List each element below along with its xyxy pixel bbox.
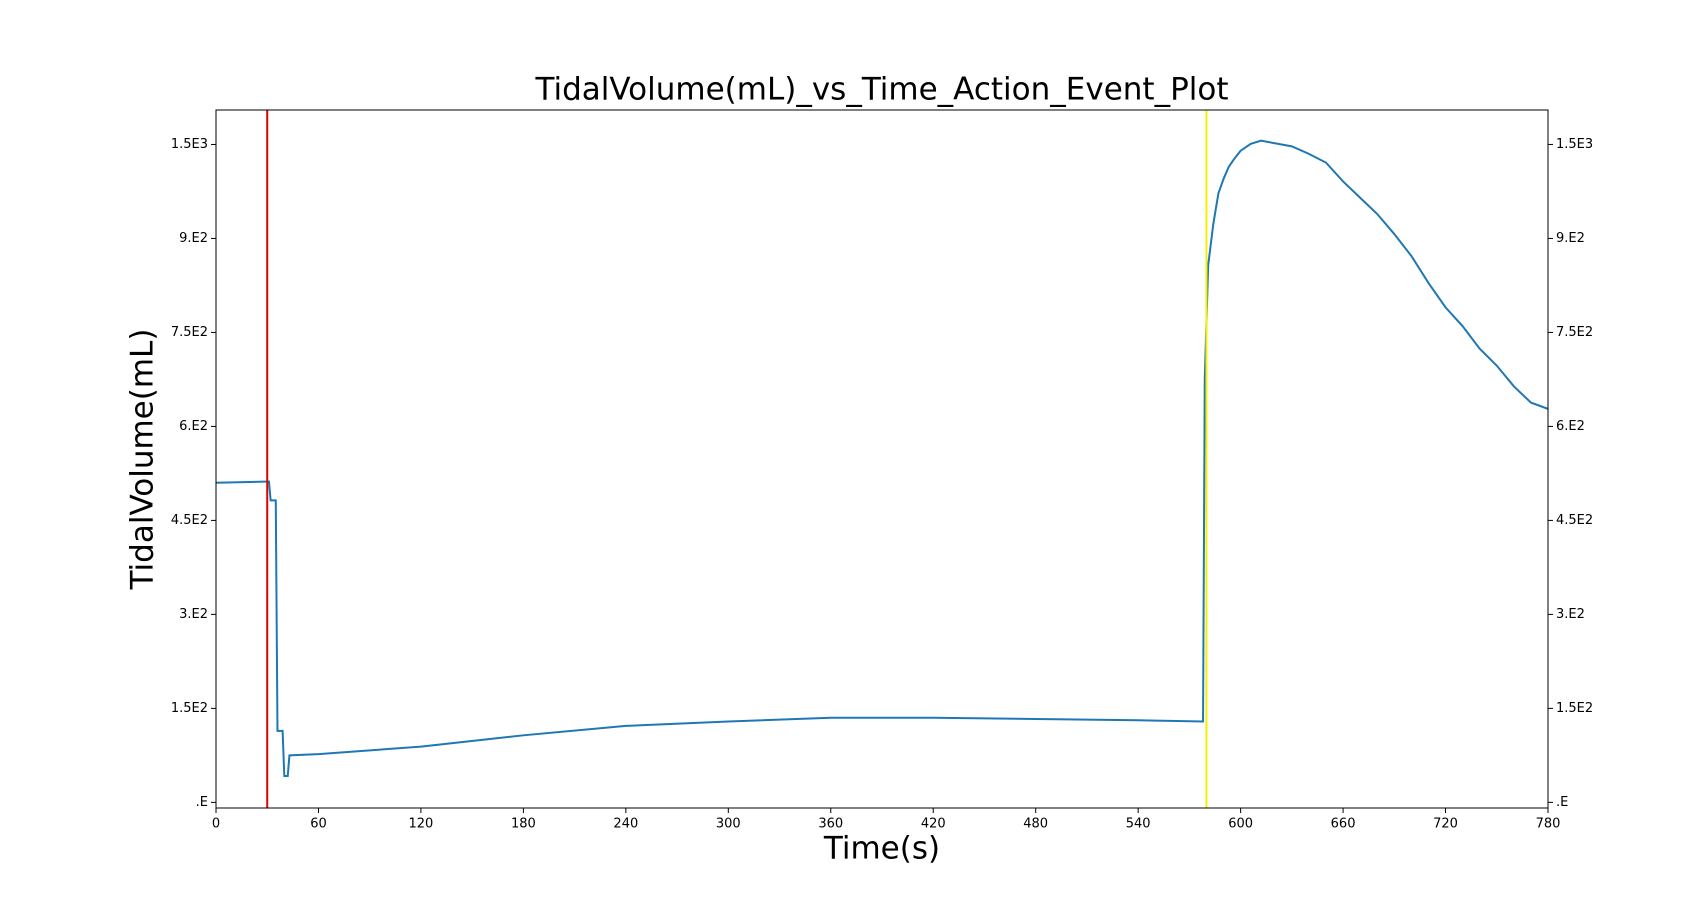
y2-tick-label: 7.5E2 (1556, 325, 1593, 340)
x-tick-label: 480 (1023, 817, 1048, 832)
x-tick-label: 60 (310, 817, 327, 832)
y2-tick-label: 9.E2 (1556, 231, 1585, 246)
y2-tick-label: 6.E2 (1556, 419, 1585, 434)
y-tick-label: 1.5E3 (171, 137, 208, 152)
x-tick-label: 0 (212, 817, 220, 832)
y-tick-label: 7.5E2 (171, 325, 208, 340)
y2-tick-label: 1.5E2 (1556, 701, 1593, 716)
y-tick-label: 9.E2 (179, 231, 208, 246)
x-tick-label: 360 (818, 817, 843, 832)
x-tick-label: 780 (1536, 817, 1561, 832)
x-tick-label: 540 (1126, 817, 1151, 832)
data-line (215, 139, 1549, 778)
y2-tick-label: 4.5E2 (1556, 513, 1593, 528)
x-tick-label: 600 (1228, 817, 1253, 832)
x-tick-label: 240 (613, 817, 638, 832)
y-tick-label: 6.E2 (179, 419, 208, 434)
chart-title: TidalVolume(mL)_vs_Time_Action_Event_Plo… (534, 72, 1228, 108)
x-tick-label: 660 (1331, 817, 1356, 832)
x-tick-label: 180 (511, 817, 536, 832)
y-tick-label: 1.5E2 (171, 701, 208, 716)
y2-tick-label: 3.E2 (1556, 607, 1585, 622)
y-tick-label: 3.E2 (179, 607, 208, 622)
x-tick-label: 420 (921, 817, 946, 832)
x-tick-label: 120 (409, 817, 434, 832)
y-axis-label: TidalVolume(mL) (125, 329, 161, 591)
y2-tick-label: 1.5E3 (1556, 137, 1593, 152)
plot-frame (215, 109, 1549, 809)
y-tick-label: .E (196, 795, 208, 810)
y-tick-label: 4.5E2 (171, 513, 208, 528)
x-tick-label: 720 (1433, 817, 1458, 832)
y2-tick-label: .E (1556, 795, 1568, 810)
x-axis-label: Time(s) (823, 831, 940, 867)
x-tick-label: 300 (716, 817, 741, 832)
